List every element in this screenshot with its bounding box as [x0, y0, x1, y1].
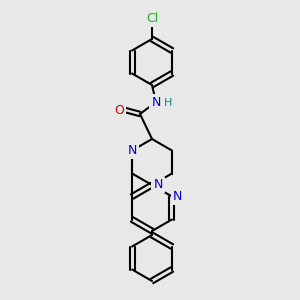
Text: N: N	[173, 190, 183, 203]
Text: H: H	[164, 98, 172, 108]
Text: N: N	[151, 95, 161, 109]
Text: N: N	[153, 178, 163, 191]
Text: O: O	[114, 103, 124, 116]
Text: Cl: Cl	[146, 13, 158, 26]
Text: N: N	[128, 144, 137, 157]
